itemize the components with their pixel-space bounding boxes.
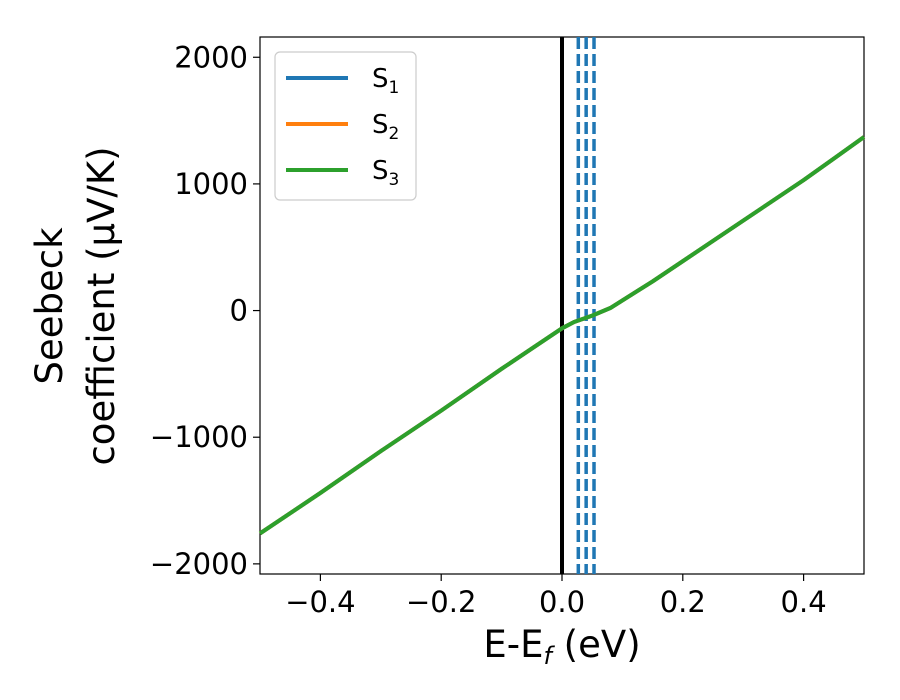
x-axis-label-unit: (eV) (552, 623, 641, 666)
x-axis-ticks: −0.4 −0.2 0.0 0.2 0.4 (285, 574, 827, 619)
x-tick-label: 0.2 (660, 585, 706, 619)
legend-label-2: S2 (372, 110, 399, 144)
x-axis-label-main: E-E (483, 623, 543, 666)
legend-label-1: S1 (372, 64, 399, 98)
x-tick-label: −0.2 (406, 585, 476, 619)
y-tick-label: 2000 (174, 40, 248, 74)
x-tick-label: −0.4 (285, 585, 355, 619)
series-lines (258, 135, 866, 536)
y-axis-label-line2: coefficient (μV/K) (80, 146, 123, 465)
y-tick-label: 0 (230, 294, 248, 328)
legend-label-3: S3 (372, 156, 399, 190)
x-axis-label: E-Ef (eV) (483, 623, 640, 670)
y-tick-label: −1000 (150, 420, 248, 454)
legend: S1 S2 S3 (274, 51, 417, 201)
y-axis-ticks: −2000 −1000 0 1000 2000 (150, 40, 260, 581)
vertical-lines (560, 37, 596, 574)
y-axis-label-line1: Seebeck (28, 227, 71, 385)
x-tick-label: 0.0 (539, 585, 585, 619)
y-axis-label: Seebeck coefficient (μV/K) (28, 146, 123, 465)
x-tick-label: 0.4 (781, 585, 827, 619)
y-tick-label: 1000 (174, 167, 248, 201)
y-tick-label: −2000 (150, 547, 248, 581)
series-line-3 (258, 135, 866, 536)
